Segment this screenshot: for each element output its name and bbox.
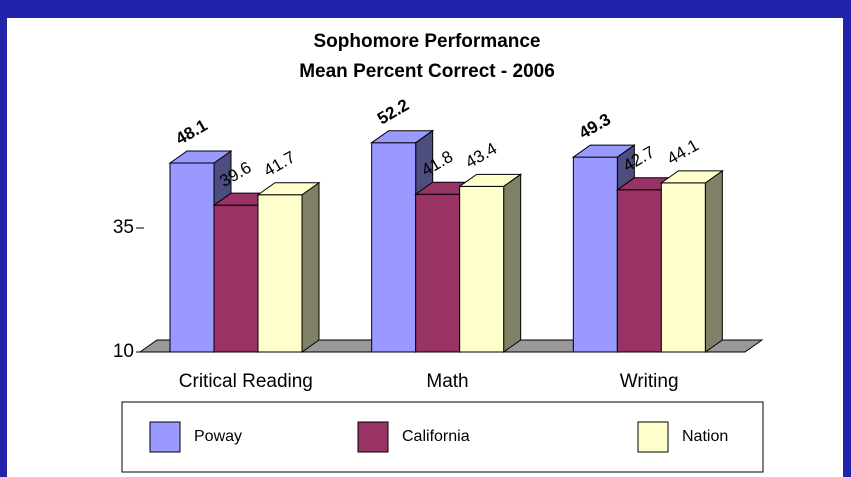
legend-swatch — [357, 421, 389, 453]
bar — [371, 142, 417, 353]
legend-label: California — [402, 428, 470, 445]
y-tick-label: 35 — [113, 217, 134, 238]
bar — [660, 182, 706, 353]
bar-side — [503, 173, 522, 353]
bar — [415, 193, 461, 353]
chart-subtitle: Mean Percent Correct - 2006 — [299, 61, 555, 82]
bar-top — [659, 170, 724, 184]
legend-swatch — [149, 421, 181, 453]
bar-side — [301, 181, 320, 353]
bar — [572, 156, 618, 353]
bar-top — [571, 144, 636, 158]
bar-side — [704, 169, 723, 353]
legend-swatch — [637, 421, 669, 453]
bar-top — [370, 130, 435, 144]
bar — [213, 204, 259, 353]
legend-label: Nation — [682, 428, 728, 445]
bar — [616, 189, 662, 353]
bar-top — [458, 173, 523, 187]
x-tick-label: Math — [426, 371, 468, 392]
bar-top — [256, 182, 321, 196]
bar — [169, 162, 215, 353]
y-tick-label: 10 — [113, 341, 134, 362]
bar-top — [168, 150, 233, 164]
legend-label: Poway — [194, 428, 242, 445]
chart-title: Sophomore Performance — [314, 31, 541, 52]
bar — [257, 194, 303, 353]
x-tick-label: Writing — [620, 371, 679, 392]
x-tick-label: Critical Reading — [179, 371, 313, 392]
bar — [459, 185, 505, 353]
